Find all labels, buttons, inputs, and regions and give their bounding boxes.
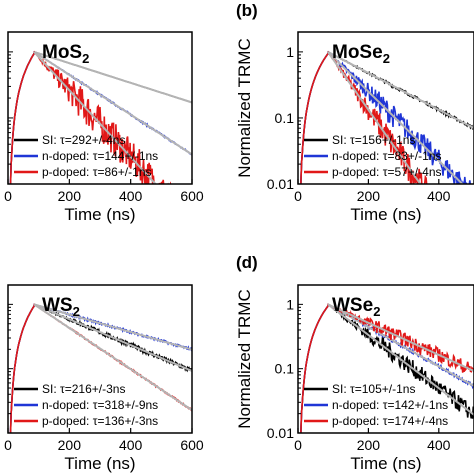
legend: SI: τ=292+/-4ns n-doped: τ=144+/-1ns p-dop… (14, 133, 158, 179)
series-line-p-doped (300, 50, 428, 184)
legend-label-n-doped: n-doped: τ=142+/-1ns (332, 398, 448, 412)
x-tick-label: 600 (180, 437, 204, 453)
legend: SI: τ=216+/-3ns n-doped: τ=318+/-9ns p-dop… (14, 382, 158, 428)
x-tick-label: 200 (58, 188, 82, 204)
x-tick-label: 200 (357, 437, 381, 453)
plot-area (9, 50, 192, 184)
chart-panel-1: 0 200 400 600 Time (ns) MoS2 SI: τ=292+/-4ns n-… (4, 31, 204, 224)
plot-area (300, 303, 474, 433)
y-tick-label: 1 (286, 296, 294, 312)
x-tick-label: 400 (427, 188, 451, 204)
chart-title-subscript: 2 (73, 304, 80, 319)
chart-panel-2: 0 200 400 1 0.1 0.01 Time (ns) Normalized TRMC M… (235, 31, 474, 224)
x-tick-label: 0 (294, 437, 302, 453)
legend-label-SI: SI: τ=156+/-1ns (332, 133, 415, 147)
chart-title-main: MoSe (332, 42, 383, 63)
x-tick-label: 200 (357, 188, 381, 204)
plot-frame (297, 284, 474, 434)
y-axis-label: Normalized TRMC (235, 38, 254, 178)
chart-panel-3: 0 200 400 600 Time (ns) WS2 SI: τ=216+/-3ns n-d… (4, 284, 204, 473)
y-tick-label: 1 (286, 44, 294, 60)
fit-line-p-doped (33, 303, 192, 411)
fit-line-n-doped (327, 51, 464, 184)
plot-frame (7, 284, 193, 434)
legend-label-SI: SI: τ=292+/-4ns (42, 133, 125, 147)
fit-line-p-doped (327, 51, 422, 184)
panel-label-d: (d) (236, 253, 258, 272)
fit-line-SI (33, 50, 192, 104)
legend-label-n-doped: n-doped: τ=318+/-9ns (42, 398, 158, 412)
y-tick-label: 0.01 (267, 425, 294, 441)
legend-label-SI: SI: τ=105+/-1ns (332, 382, 415, 396)
x-axis-label: Time (ns) (64, 454, 135, 473)
chart-title-main: WSe (332, 295, 373, 316)
x-axis-label: Time (ns) (64, 205, 135, 224)
x-tick-label: 400 (119, 188, 143, 204)
legend-label-n-doped: n-doped: τ=144+/-1ns (42, 149, 158, 163)
chart-title: WS2 (42, 295, 80, 319)
y-tick-label: 0.01 (267, 176, 294, 192)
x-tick-label: 400 (119, 437, 143, 453)
x-tick-label: 200 (58, 437, 82, 453)
y-axis-label: Normalized TRMC (235, 289, 254, 429)
legend-label-p-doped: p-doped: τ=86+/-1ns (42, 165, 152, 179)
legend-label-p-doped: p-doped: τ=57+/-4ns (332, 165, 442, 179)
plot-frame (7, 31, 193, 185)
fit-line-p-doped (33, 51, 157, 184)
fit-line-SI (33, 303, 192, 372)
plot-frame (297, 31, 474, 185)
chart-title: MoS2 (42, 42, 89, 66)
chart-title: MoSe2 (332, 42, 390, 66)
fit-line-n-doped (33, 303, 192, 351)
legend-label-n-doped: n-doped: τ=83+/-1ns (332, 149, 442, 163)
x-axis-label: Time (ns) (350, 205, 421, 224)
legend: SI: τ=105+/-1ns n-doped: τ=142+/-1ns p-dop… (304, 382, 448, 428)
chart-title-subscript: 2 (373, 304, 380, 319)
fit-line-p-doped (327, 303, 474, 372)
chart-panel-4: 0 200 400 1 0.1 0.01 Time (ns) Normalized TRMC W… (235, 284, 474, 473)
x-tick-label: 0 (4, 437, 12, 453)
legend: SI: τ=156+/-1ns n-doped: τ=83+/-1ns p-dope… (304, 133, 442, 179)
chart-title-main: WS (42, 295, 73, 316)
series-line-p-doped (300, 303, 474, 433)
x-axis-label: Time (ns) (350, 454, 421, 473)
panel-label-b: (b) (236, 1, 258, 20)
fit-line-n-doped (33, 51, 192, 156)
chart-title: WSe2 (332, 295, 380, 319)
x-tick-label: 0 (4, 188, 12, 204)
plot-area (9, 303, 192, 433)
fit-line-SI (327, 303, 474, 416)
x-tick-label: 600 (180, 188, 204, 204)
x-tick-label: 400 (427, 437, 451, 453)
plot-area (300, 50, 474, 184)
chart-title-subscript: 2 (82, 51, 89, 66)
y-tick-label: 0.1 (275, 110, 295, 126)
fit-line-SI (327, 51, 474, 130)
chart-title-subscript: 2 (383, 51, 390, 66)
legend-label-p-doped: p-doped: τ=174+/-4ns (332, 414, 448, 428)
y-tick-label: 0.1 (275, 361, 295, 377)
x-tick-label: 0 (294, 188, 302, 204)
chart-title-main: MoS (42, 42, 82, 63)
legend-label-p-doped: p-doped: τ=136+/-3ns (42, 414, 158, 428)
legend-label-SI: SI: τ=216+/-3ns (42, 382, 125, 396)
